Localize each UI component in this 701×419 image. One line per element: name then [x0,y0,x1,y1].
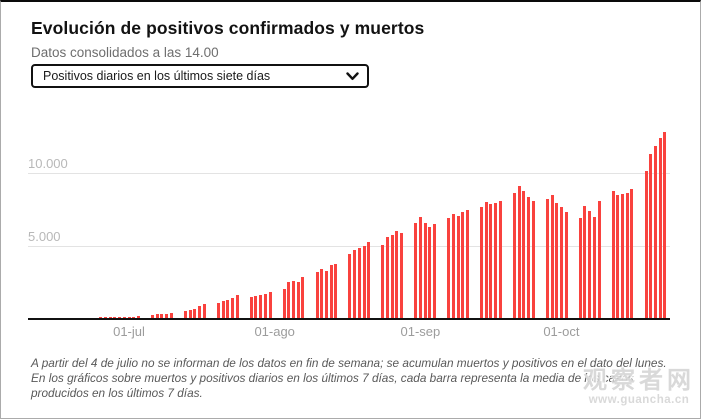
bar [494,203,498,320]
bar [616,194,620,320]
bar [381,245,385,320]
x-axis-label: 01-sep [400,324,441,339]
bar [527,196,530,320]
metric-select-value: Positivos diarios en los últimos siete d… [43,69,271,83]
bar [320,269,324,320]
bar [484,202,488,320]
bar [588,210,592,320]
chevron-down-icon [346,71,359,80]
bar [512,193,516,320]
bar [447,218,451,320]
bar [315,271,319,320]
bar [226,299,230,320]
bar [390,235,394,320]
bar [621,194,624,320]
bar [188,310,192,320]
bar [249,297,253,320]
bar [531,200,535,320]
bar [292,280,295,320]
metric-select[interactable]: Positivos diarios en los últimos siete d… [31,64,369,88]
bar [282,289,286,320]
bar [649,154,653,320]
bar [329,265,333,320]
bar [268,292,272,320]
bar [362,245,366,320]
bar [169,313,173,320]
x-axis-label: 01-ago [254,324,295,339]
bar [461,212,465,320]
bar [287,282,291,320]
bar [517,185,521,320]
bar [235,295,239,320]
x-axis-label: 01-oct [543,324,580,339]
y-axis-label: 5.000 [28,229,61,244]
page-title: Evolución de positivos confirmados y mue… [31,18,425,38]
bar [550,194,554,320]
bar [611,190,615,320]
bar [165,313,169,320]
bar [630,188,634,320]
footnote: A partir del 4 de julio no se informan d… [31,356,667,400]
bar [254,296,258,320]
bar [418,216,422,321]
bar [221,301,225,320]
y-axis-label: 10.000 [28,156,68,171]
bar [160,314,164,320]
bar [644,170,648,320]
bar [663,132,667,320]
bar [259,294,263,320]
bar [489,204,493,320]
bar [216,302,220,320]
bar [400,233,404,320]
bar [193,308,197,320]
gridline [28,246,670,247]
bar [451,214,455,320]
bar [653,145,657,320]
bar [480,206,483,320]
bar [428,226,432,320]
bar [592,216,596,321]
bar [357,247,361,320]
bar [367,242,371,320]
bar [559,206,563,320]
bar [334,263,338,320]
x-axis-label: 01-jul [113,324,145,339]
bar [597,201,601,320]
bar [583,206,587,320]
bar [296,281,300,320]
chart-subtitle: Datos consolidados a las 14.00 [31,45,219,60]
bar [423,223,427,320]
bar [183,311,187,320]
bar [386,236,389,320]
x-axis-line [28,318,670,320]
bar [522,190,526,320]
bar [324,270,328,320]
bar [414,222,418,320]
bar [155,314,159,320]
bar [658,138,662,320]
bar [456,216,460,320]
bar [230,297,234,320]
bar [353,250,357,320]
bar [301,276,305,320]
bar [578,218,582,320]
bar [498,201,502,320]
bar [545,199,549,320]
bar [202,304,206,320]
bar [348,253,352,320]
bar [263,293,267,320]
bar [198,306,201,320]
bar [433,224,436,320]
bar [625,192,629,320]
bar [555,202,559,320]
bar [465,210,469,320]
bar [395,231,399,320]
gridline [28,173,670,174]
bar [151,314,154,320]
bar [564,211,568,320]
